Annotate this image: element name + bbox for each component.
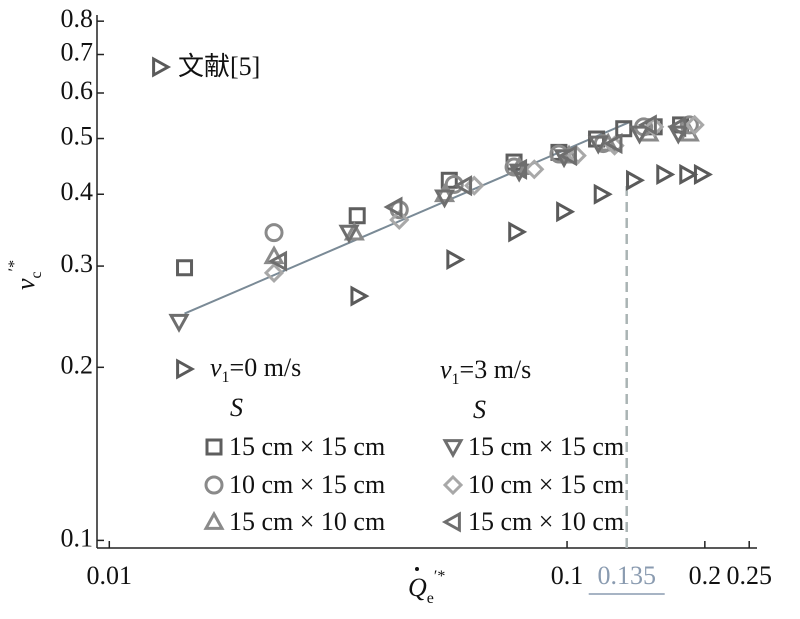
data-point <box>440 171 458 189</box>
data-point <box>679 163 699 185</box>
legend-marker <box>204 475 224 495</box>
data-point <box>383 196 403 218</box>
y-tick-label: 0.5 <box>61 121 94 150</box>
data-point <box>628 125 651 145</box>
legend-group-rest: =3 m/s <box>460 355 532 384</box>
legend-label: 文献[5] <box>178 52 260 81</box>
legend-label: 10 cm × 15 cm <box>468 470 624 499</box>
data-point <box>587 135 609 155</box>
legend-group-subtitle: S <box>230 393 243 422</box>
data-point <box>350 285 370 307</box>
x-tick-label: 0.01 <box>87 561 133 590</box>
data-point <box>176 259 194 277</box>
dot-accent <box>415 567 419 571</box>
legend-label: 15 cm × 15 cm <box>229 432 385 461</box>
legend-group-sub: 1 <box>222 369 230 386</box>
legend-group-main: v <box>440 355 452 384</box>
data-point <box>434 189 456 209</box>
data-point <box>338 224 360 244</box>
data-point <box>389 209 410 230</box>
legend-label: 15 cm × 10 cm <box>468 507 624 536</box>
legend-marker <box>442 474 464 496</box>
data-point <box>524 159 545 180</box>
legend-group-main: v <box>210 353 222 382</box>
data-point <box>667 116 687 138</box>
data-point <box>626 169 646 191</box>
data-point <box>684 114 705 136</box>
y-tick-label: 0.6 <box>61 76 94 105</box>
legend-marker <box>203 510 225 530</box>
data-point <box>603 133 623 155</box>
y-axis-label: vc ′* <box>6 260 45 290</box>
data-point <box>508 221 528 243</box>
y-tick-label: 0.8 <box>61 4 94 33</box>
data-point <box>679 115 699 135</box>
data-point <box>656 163 676 185</box>
data-point <box>508 158 528 180</box>
data-point <box>693 163 713 185</box>
y-tick-label: 0.1 <box>61 523 94 552</box>
legend-marker <box>442 439 464 459</box>
x-tick-label: 0.25 <box>726 561 772 590</box>
data-point <box>168 313 190 333</box>
data-point <box>556 201 576 223</box>
y-tick-label: 0.7 <box>61 37 94 66</box>
data-point <box>343 221 365 241</box>
data-point <box>593 183 613 205</box>
data-point <box>464 175 485 196</box>
data-point <box>444 174 464 194</box>
legend-marker <box>152 56 172 78</box>
legend-marker <box>441 511 461 533</box>
legend-label: 15 cm × 15 cm <box>468 432 624 461</box>
legend-group-title: v1=3 m/s <box>440 355 531 388</box>
y-axis-label-main: v <box>11 278 40 290</box>
legend-group-rest: =0 m/s <box>230 353 302 382</box>
data-point <box>434 183 456 203</box>
x-tick-label: 0.2 <box>689 561 722 590</box>
data-point <box>453 175 473 197</box>
x-axis-label-sub: e <box>427 590 434 607</box>
data-point <box>268 250 288 272</box>
data-point <box>263 262 285 283</box>
legend-group-title: v1=0 m/s <box>210 353 301 386</box>
x-axis-label-main: Q <box>408 573 427 602</box>
data-point <box>557 145 577 167</box>
legend-marker <box>176 358 196 380</box>
data-point <box>264 223 284 243</box>
x-axis-label-sup: ′* <box>434 568 446 585</box>
legend-label: 15 cm × 10 cm <box>229 507 385 536</box>
y-tick-label: 0.2 <box>61 350 94 379</box>
x-axis-label: Qe′* <box>408 568 445 607</box>
y-axis-label-sub: c <box>28 271 45 278</box>
y-tick-label: 0.3 <box>61 249 94 278</box>
legend-label: 10 cm × 15 cm <box>229 470 385 499</box>
legend-group-sub: 1 <box>452 371 460 388</box>
data-point <box>644 116 665 137</box>
data-point <box>637 114 657 136</box>
y-tick-label: 0.4 <box>61 177 94 206</box>
legend-marker <box>205 438 223 456</box>
reference-label: 0.135 <box>597 561 656 590</box>
data-point <box>446 248 466 271</box>
data-point <box>348 207 366 225</box>
x-tick-label: 0.1 <box>551 561 584 590</box>
legend-group-subtitle: S <box>473 395 486 424</box>
y-axis-label-sup: ′* <box>6 260 23 272</box>
